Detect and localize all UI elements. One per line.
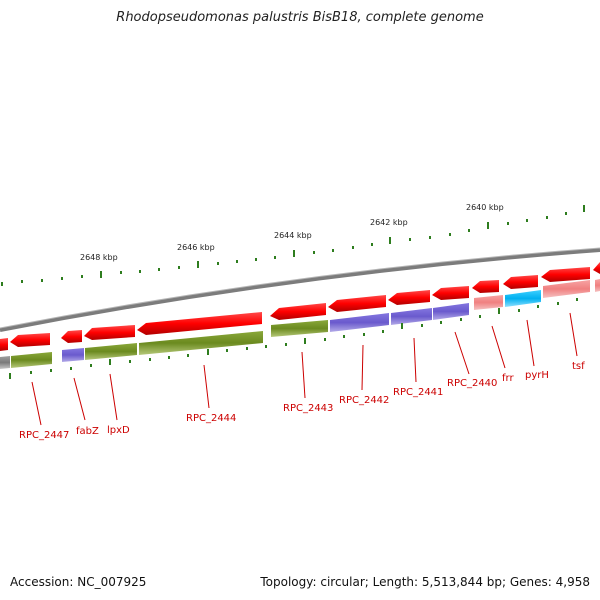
scale-ticks — [1, 205, 585, 286]
scale-label: 2644 kbp — [274, 231, 312, 240]
gene-category[interactable] — [271, 320, 328, 337]
gene-category[interactable] — [543, 280, 590, 298]
topology-text: Topology: circular; Length: 5,513,844 bp… — [260, 575, 590, 589]
gene-category[interactable] — [139, 331, 263, 355]
gene-label[interactable]: RPC_2447 — [19, 430, 69, 441]
gene-label[interactable]: pyrH — [525, 370, 549, 381]
category-strip — [0, 279, 600, 369]
gene-arrow[interactable] — [10, 333, 50, 347]
gene-arrow[interactable] — [432, 286, 469, 300]
map-title: Rhodopseudomonas palustris BisB18, compl… — [116, 10, 484, 25]
gene-arrow[interactable] — [0, 338, 8, 351]
gene-category[interactable] — [505, 290, 541, 307]
gene-arrow[interactable] — [270, 303, 326, 320]
gene-arrow[interactable] — [503, 275, 538, 289]
gene-label[interactable]: RPC_2441 — [393, 387, 443, 398]
gene-label[interactable]: RPC_2443 — [283, 403, 333, 414]
gene-label[interactable]: fabZ — [76, 426, 99, 437]
gene-label[interactable]: RPC_2440 — [447, 378, 497, 389]
gene-category[interactable] — [595, 279, 600, 292]
forward-genes — [0, 262, 600, 351]
gene-arrow[interactable] — [328, 295, 386, 312]
gene-arrow[interactable] — [593, 262, 600, 274]
gene-category[interactable] — [391, 308, 432, 325]
gene-category[interactable] — [11, 352, 52, 368]
gene-category[interactable] — [474, 295, 503, 310]
gene-arrow[interactable] — [388, 290, 430, 305]
scale-label: 2648 kbp — [80, 253, 118, 262]
gene-label[interactable]: frr — [502, 373, 514, 384]
leader-lines — [31, 312, 578, 426]
gene-arrow[interactable] — [84, 325, 135, 340]
gene-label[interactable]: RPC_2442 — [339, 395, 389, 406]
gene-category[interactable] — [85, 343, 137, 360]
gene-category[interactable] — [62, 348, 84, 362]
gene-label[interactable]: lpxD — [107, 425, 130, 436]
genome-backbone — [0, 248, 600, 332]
gene-arrow[interactable] — [541, 267, 590, 282]
lower-ticks — [9, 298, 578, 379]
scale-label: 2646 kbp — [177, 243, 215, 252]
gene-arrow[interactable] — [472, 280, 499, 293]
gene-category[interactable] — [330, 313, 389, 332]
gene-category[interactable] — [433, 303, 469, 320]
gene-label[interactable]: tsf — [572, 361, 585, 372]
scale-label: 2640 kbp — [466, 203, 504, 212]
gene-arrow[interactable] — [137, 312, 262, 335]
accession-text: Accession: NC_007925 — [10, 575, 147, 589]
gene-label[interactable]: RPC_2444 — [186, 413, 236, 424]
scale-label: 2642 kbp — [370, 218, 408, 227]
gene-category[interactable] — [0, 356, 10, 369]
gene-arrow[interactable] — [61, 330, 82, 343]
